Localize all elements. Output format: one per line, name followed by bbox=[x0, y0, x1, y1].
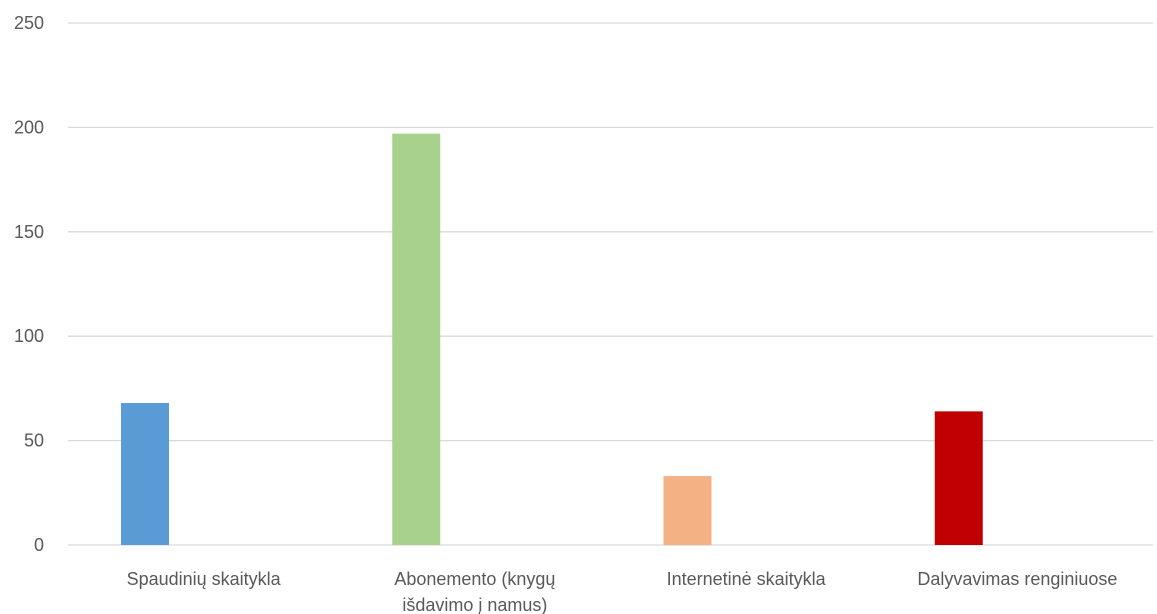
x-tick-label-line: Spaudinių skaitykla bbox=[127, 569, 282, 589]
x-tick-label: Abonemento (knygų išdavimo į namus) bbox=[394, 569, 555, 614]
x-tick-label-line: Abonemento (knygų bbox=[394, 569, 555, 589]
y-tick-label: 0 bbox=[34, 535, 44, 555]
bar-1 bbox=[121, 403, 169, 545]
y-tick-label: 200 bbox=[14, 117, 44, 137]
x-tick-label-line: išdavimo į namus) bbox=[402, 595, 547, 614]
x-tick-label: Spaudinių skaitykla bbox=[127, 569, 282, 589]
y-tick-label: 100 bbox=[14, 326, 44, 346]
bar-2 bbox=[392, 133, 441, 545]
y-axis: 0 50 100 150 200 250 bbox=[14, 13, 44, 555]
x-axis: Spaudinių skaitykla Abonemento (knygų išda… bbox=[127, 569, 1118, 614]
x-tick-label: Dalyvavimas renginiuose bbox=[917, 569, 1117, 589]
bar-3 bbox=[663, 476, 712, 545]
y-tick-label: 250 bbox=[14, 13, 44, 33]
bars bbox=[121, 133, 983, 545]
bar-4 bbox=[934, 411, 983, 545]
y-tick-label: 150 bbox=[14, 222, 44, 242]
x-tick-label-line: Dalyvavimas renginiuose bbox=[917, 569, 1117, 589]
gridlines bbox=[68, 22, 1153, 546]
x-tick-label: Internetinė skaitykla bbox=[667, 569, 827, 589]
y-tick-label: 50 bbox=[24, 431, 44, 451]
x-tick-label-line: Internetinė skaitykla bbox=[667, 569, 827, 589]
